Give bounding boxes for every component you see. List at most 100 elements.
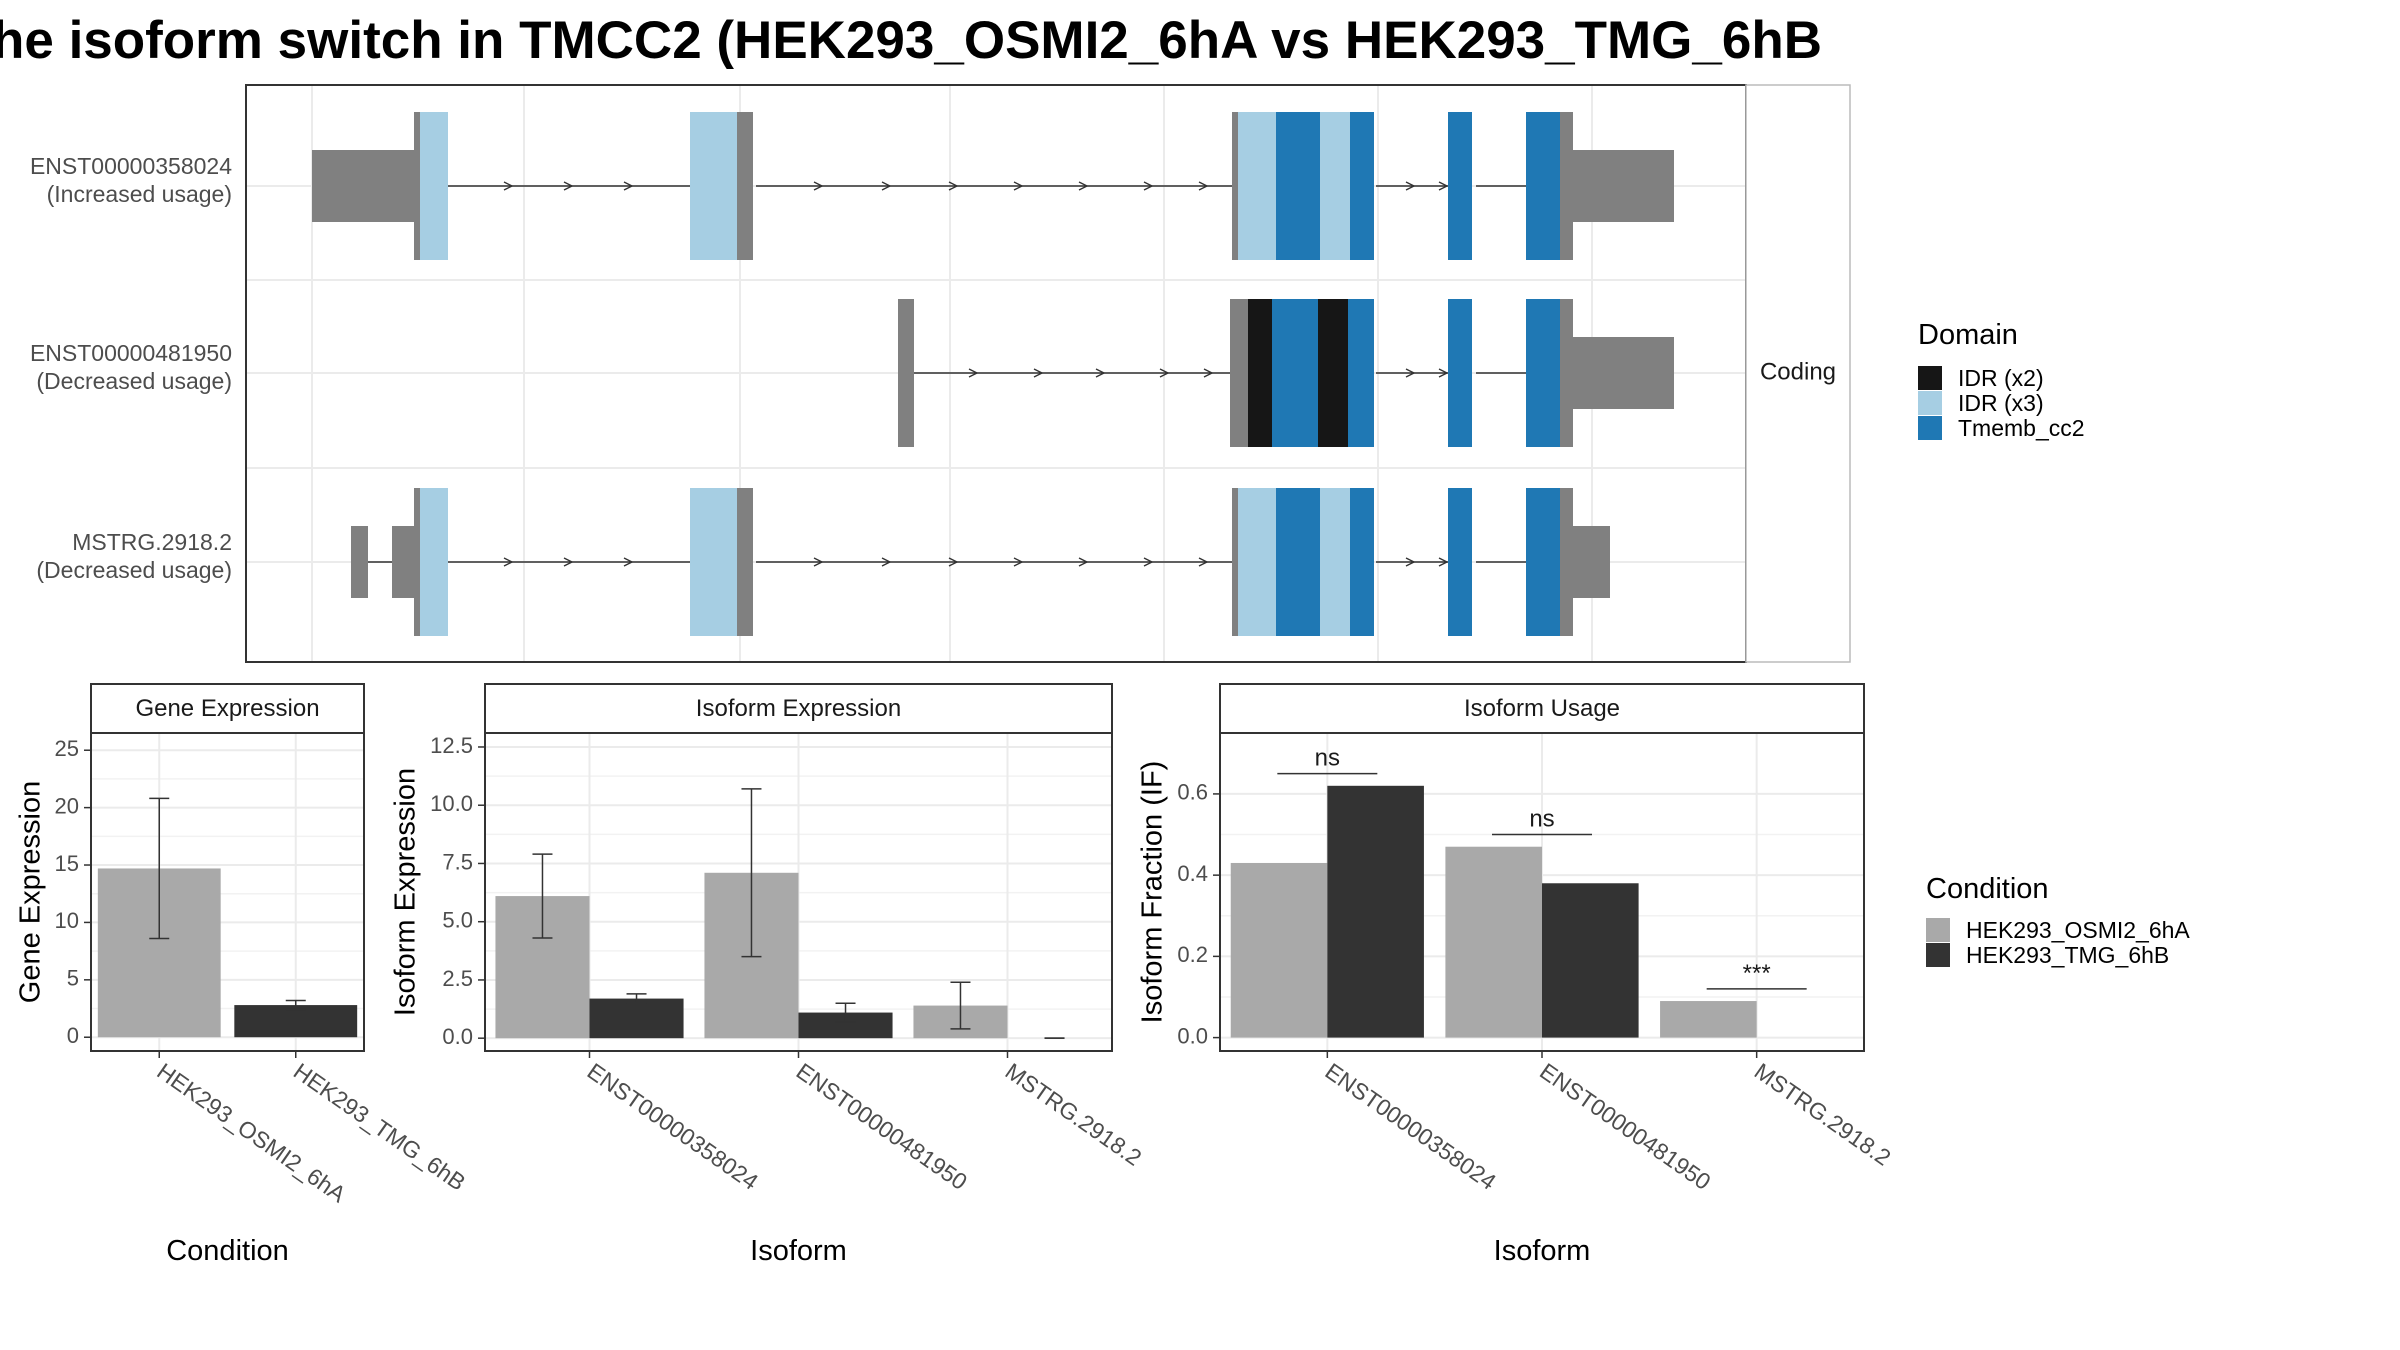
y-tick-label: 0.0 — [1177, 1023, 1208, 1048]
bar — [589, 998, 684, 1039]
y-tick-label: 10.0 — [430, 791, 473, 816]
figure-title: he isoform switch in TMCC2 (HEK293_OSMI2… — [0, 11, 1822, 70]
intron-arrow — [1405, 181, 1416, 191]
intron-arrow — [1405, 557, 1416, 567]
intron-arrow — [623, 181, 634, 191]
intron-arrow — [1143, 557, 1154, 567]
panel-title: Gene Expression — [135, 695, 319, 722]
x-tick-label: ENST00000481950 — [1535, 1058, 1715, 1195]
y-tick-label: 5.0 — [442, 908, 473, 933]
y-tick-label: 15 — [55, 851, 79, 876]
exon-domain-idr_x3 — [420, 488, 448, 636]
significance-label: ns — [1315, 745, 1340, 772]
exon-domain-tmemb — [1276, 488, 1320, 636]
intron-arrow — [1159, 368, 1170, 378]
bar-panel-border — [90, 732, 365, 1052]
exon-domain-tmemb — [1350, 488, 1374, 636]
transcript-id-label: ENST00000358024 — [30, 153, 232, 179]
intron-arrow — [1438, 557, 1449, 567]
transcript-usage-label: (Decreased usage) — [36, 557, 232, 583]
x-axis-title: Isoform — [1494, 1235, 1591, 1267]
facet-strip — [1745, 84, 1851, 663]
exon-utr — [414, 488, 420, 636]
y-axis-title: Isoform Expression — [390, 768, 422, 1016]
exon-utr — [351, 526, 368, 598]
x-tick-label: ENST00000358024 — [1320, 1058, 1501, 1195]
exon-utr — [737, 488, 753, 636]
intron-arrow — [503, 181, 514, 191]
domain-legend-swatch — [1918, 416, 1942, 440]
intron-arrow — [968, 368, 979, 378]
exon-domain-idr_x3 — [1238, 112, 1276, 260]
x-axis-title: Condition — [166, 1235, 289, 1267]
exon-domain-idr_x3 — [1320, 488, 1350, 636]
y-axis-title: Isoform Fraction (IF) — [1137, 761, 1169, 1024]
exon-domain-tmemb — [1448, 299, 1472, 447]
condition-legend-swatch — [1926, 918, 1950, 942]
panel-title: Isoform Expression — [696, 695, 901, 722]
intron-arrow — [503, 557, 514, 567]
y-tick-label: 7.5 — [442, 849, 473, 874]
exon-domain-idr_x3 — [420, 112, 448, 260]
condition-legend-label: HEK293_TMG_6hB — [1966, 942, 2169, 968]
intron-arrow — [881, 181, 892, 191]
panel-strip — [90, 683, 365, 734]
exon-utr — [1560, 488, 1573, 636]
exon-domain-tmemb — [1272, 299, 1318, 447]
exon-utr — [1573, 526, 1610, 598]
y-axis-title: Gene Expression — [15, 781, 47, 1003]
domain-legend-label: IDR (x3) — [1958, 390, 2044, 416]
exon-domain-tmemb — [1526, 112, 1560, 260]
x-tick-label: MSTRG.2918.2 — [1750, 1058, 1896, 1171]
intron-arrow — [1438, 368, 1449, 378]
intron-arrow — [1405, 368, 1416, 378]
intron-arrow — [1013, 557, 1024, 567]
transcript-id-label: ENST00000481950 — [30, 340, 232, 366]
exon-domain-tmemb — [1448, 112, 1472, 260]
y-tick-label: 20 — [55, 793, 79, 818]
intron-arrow — [1203, 368, 1214, 378]
exon-domain-idr_x3 — [1238, 488, 1276, 636]
exon-domain-idr_x3 — [690, 112, 737, 260]
intron-arrow — [623, 557, 634, 567]
exon-utr — [898, 299, 914, 447]
bar — [1230, 862, 1328, 1038]
exon-domain-idr_x2 — [1318, 299, 1348, 447]
intron-arrow — [1078, 181, 1089, 191]
intron-arrow — [881, 557, 892, 567]
exon-domain-tmemb — [1350, 112, 1374, 260]
transcript-usage-label: (Decreased usage) — [36, 368, 232, 394]
y-tick-label: 0.6 — [1177, 780, 1208, 805]
intron-arrow — [1143, 181, 1154, 191]
intron-arrow — [1033, 368, 1044, 378]
intron-arrow — [813, 557, 824, 567]
exon-utr — [1560, 299, 1573, 447]
domain-legend-label: Tmemb_cc2 — [1958, 415, 2085, 441]
exon-utr — [312, 150, 414, 222]
bar — [1660, 1001, 1757, 1038]
transcript-id-label: MSTRG.2918.2 — [72, 529, 232, 555]
domain-legend-swatch — [1918, 366, 1942, 390]
exon-utr — [1230, 299, 1248, 447]
y-tick-label: 25 — [55, 736, 79, 761]
exon-utr — [1232, 488, 1238, 636]
intron-arrow — [563, 181, 574, 191]
condition-legend-swatch — [1926, 943, 1950, 967]
exon-domain-idr_x2 — [1248, 299, 1272, 447]
significance-label: ns — [1529, 806, 1554, 833]
exon-domain-tmemb — [1348, 299, 1374, 447]
condition-legend-label: HEK293_OSMI2_6hA — [1966, 917, 2190, 943]
exon-utr — [1573, 337, 1674, 409]
intron-arrow — [1095, 368, 1106, 378]
bar — [234, 1005, 358, 1038]
y-tick-label: 0.2 — [1177, 942, 1208, 967]
panel-title: Isoform Usage — [1464, 695, 1620, 722]
exon-utr — [737, 112, 753, 260]
y-tick-label: 2.5 — [442, 966, 473, 991]
exon-domain-idr_x3 — [690, 488, 737, 636]
y-tick-label: 12.5 — [430, 733, 473, 758]
condition-legend-title: Condition — [1926, 873, 2049, 905]
exon-domain-tmemb — [1276, 112, 1320, 260]
exon-utr — [1573, 150, 1674, 222]
